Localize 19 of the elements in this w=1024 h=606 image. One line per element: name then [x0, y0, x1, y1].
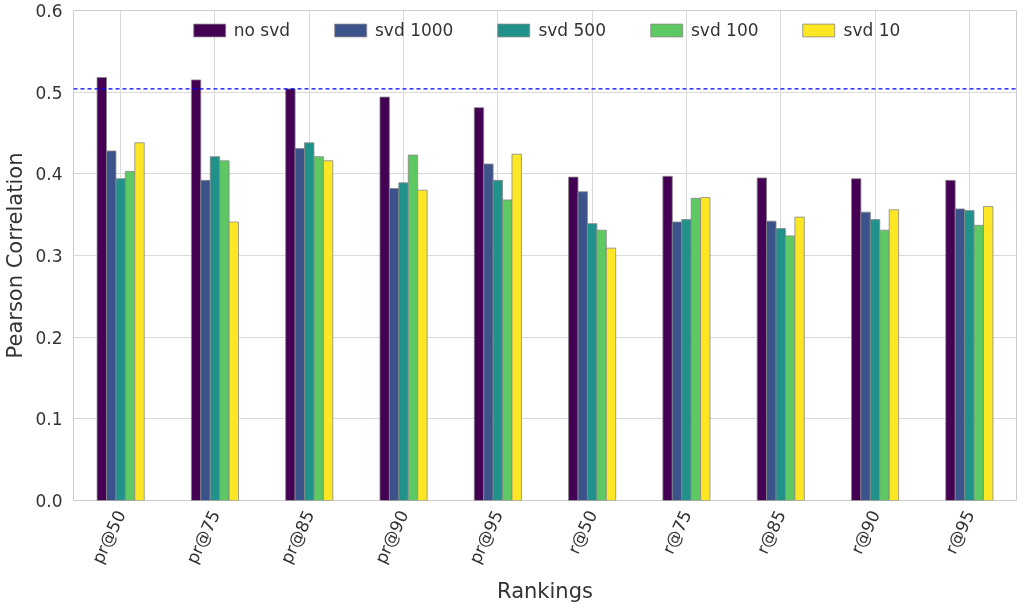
y-tick-label: 0.3	[35, 246, 63, 266]
legend-label: svd 100	[690, 20, 759, 40]
x-tick-label: r@90	[846, 507, 885, 558]
y-tick-label: 0.6	[35, 1, 63, 21]
y-tick-label: 0.1	[35, 409, 63, 430]
x-tick-label: r@75	[657, 507, 696, 558]
x-axis-title: Rankings	[497, 579, 593, 604]
y-tick-label: 0.0	[35, 491, 63, 511]
y-axis-title: Pearson Correlation	[3, 152, 28, 359]
y-tick-label: 0.5	[35, 82, 63, 103]
legend-label: svd 10	[843, 20, 901, 40]
y-tick-label: 0.4	[35, 164, 63, 185]
x-tick-label: r@85	[752, 507, 790, 558]
x-tick-label: r@50	[563, 507, 602, 558]
legend-label: no svd	[233, 20, 291, 40]
y-tick-label: 0.2	[35, 327, 63, 348]
x-tick-label: r@95	[940, 507, 979, 558]
legend-label: svd 1000	[375, 20, 454, 40]
legend-label: svd 500	[538, 20, 606, 40]
